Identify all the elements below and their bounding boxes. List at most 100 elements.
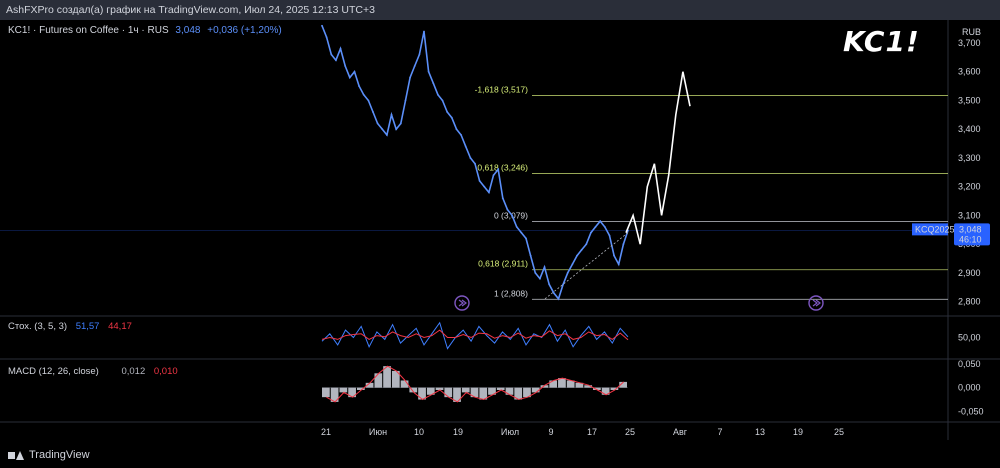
price-point — [594, 226, 597, 228]
price-point — [613, 254, 615, 257]
macd-histogram-bar — [453, 387, 461, 402]
x-tick-label: 10 — [414, 427, 424, 437]
marker-chevron — [458, 299, 467, 307]
macd-histogram-bar — [531, 387, 540, 393]
y-tick-label: 3,700 — [958, 38, 981, 48]
price-point — [590, 231, 592, 234]
macd-histogram-bar — [540, 385, 549, 388]
macd-histogram-bar — [575, 382, 584, 388]
fib-level-label: 1 (2,808) — [494, 288, 528, 298]
macd-name[interactable]: MACD (12, 26, close) — [8, 366, 99, 377]
macd-y-tick: 0,000 — [958, 383, 981, 393]
macd-histogram-bar — [488, 387, 496, 395]
macd-histogram-bar — [470, 387, 479, 398]
projection-path — [625, 71, 691, 245]
macd-histogram-bar — [619, 381, 627, 388]
price-point — [539, 277, 541, 280]
fib-level-label: 0,618 (2,911) — [478, 259, 528, 269]
macd-histogram-bar — [435, 387, 444, 390]
currency-label: RUB — [962, 27, 981, 37]
y-tick-label: 3,200 — [958, 182, 981, 192]
macd-histogram-bar — [409, 387, 418, 393]
price-point — [395, 128, 398, 131]
marker-ring — [454, 295, 470, 311]
price-series-line — [321, 25, 629, 301]
macd-histogram-bar — [400, 380, 409, 388]
price-point — [562, 283, 564, 286]
price-point — [344, 65, 347, 67]
stoch-legend: Стох. (3, 5, 3) 51,57 44,17 — [8, 321, 138, 332]
price-point — [376, 122, 379, 125]
price-point — [617, 263, 620, 266]
price-point — [399, 122, 402, 125]
macd-histogram-bar — [374, 373, 383, 388]
y-tick-label: 2,800 — [958, 297, 981, 307]
macd-histogram-bar — [514, 387, 523, 400]
price-point — [437, 93, 439, 96]
price-point — [409, 76, 411, 79]
price-point — [520, 231, 523, 234]
price-point — [423, 30, 425, 33]
price-point — [534, 271, 537, 274]
macd-histogram-bar — [418, 387, 426, 400]
price-point — [358, 85, 360, 87]
price-point — [571, 263, 574, 266]
y-tick-label: 2,900 — [958, 268, 981, 278]
macd-legend: MACD (12, 26, close) 0,012 0,010 — [8, 366, 184, 377]
macd-histogram-bar — [365, 382, 374, 388]
x-tick-label: Авг — [673, 427, 688, 437]
header-caption: AshFXPro создал(а) график на TradingView… — [0, 0, 1000, 20]
price-point — [427, 70, 430, 73]
stoch-k-line — [321, 321, 629, 350]
price-point — [348, 76, 351, 79]
stoch-name[interactable]: Стох. (3, 5, 3) — [8, 321, 68, 332]
price-point — [330, 53, 333, 56]
symbol-watermark: KC1! — [843, 25, 920, 58]
price-point — [390, 113, 393, 116]
contract-tag — [912, 223, 948, 236]
price-point — [585, 243, 588, 246]
symbol-legend: KC1! · Futures on Coffee · 1ч · RUS 3,04… — [8, 25, 286, 36]
price-point — [372, 111, 374, 113]
price-point — [506, 208, 509, 211]
x-tick-label: 19 — [793, 427, 803, 437]
macd-histogram-bar — [339, 387, 348, 393]
macd-histogram-bar — [601, 387, 610, 395]
price-point — [501, 197, 504, 200]
macd-histogram-bar — [496, 387, 505, 390]
price-point — [483, 185, 486, 188]
x-tick-label: Июн — [369, 427, 387, 437]
stoch-k-value: 51,57 — [75, 321, 100, 332]
stoch-d-line — [321, 329, 629, 341]
price-point — [362, 93, 365, 96]
stoch-y-tick: 50,00 — [958, 333, 981, 343]
y-tick-label: 3,400 — [958, 124, 981, 134]
price-point — [469, 157, 472, 159]
price-point — [325, 36, 328, 39]
price-point — [446, 111, 449, 113]
macd-histogram-bar — [426, 387, 435, 395]
x-tick-label: Июл — [501, 427, 519, 437]
macd-signal-line — [326, 365, 624, 403]
macd-histogram-bar — [444, 387, 453, 398]
price-point — [474, 162, 476, 165]
macd-histogram-bar — [584, 385, 593, 388]
price-point — [418, 53, 421, 56]
x-tick-label: 9 — [548, 427, 553, 437]
price-point — [497, 168, 500, 171]
footer-brand[interactable]: TradingView — [8, 449, 90, 461]
trend-line — [544, 232, 629, 300]
price-point — [576, 254, 578, 257]
price-point — [432, 82, 435, 85]
macd-histogram-bar — [322, 387, 330, 398]
price-point — [339, 47, 342, 50]
stoch-d-value: 44,17 — [108, 321, 132, 332]
price-point — [335, 59, 337, 62]
price-point — [321, 24, 323, 27]
macd-histogram-bar — [558, 378, 566, 388]
contract-tag-label: KCQ2025 — [915, 224, 955, 234]
symbol-title[interactable]: KC1! · Futures on Coffee · 1ч · RUS — [8, 25, 169, 36]
fib-level-label: 0 (3,079) — [494, 210, 528, 220]
